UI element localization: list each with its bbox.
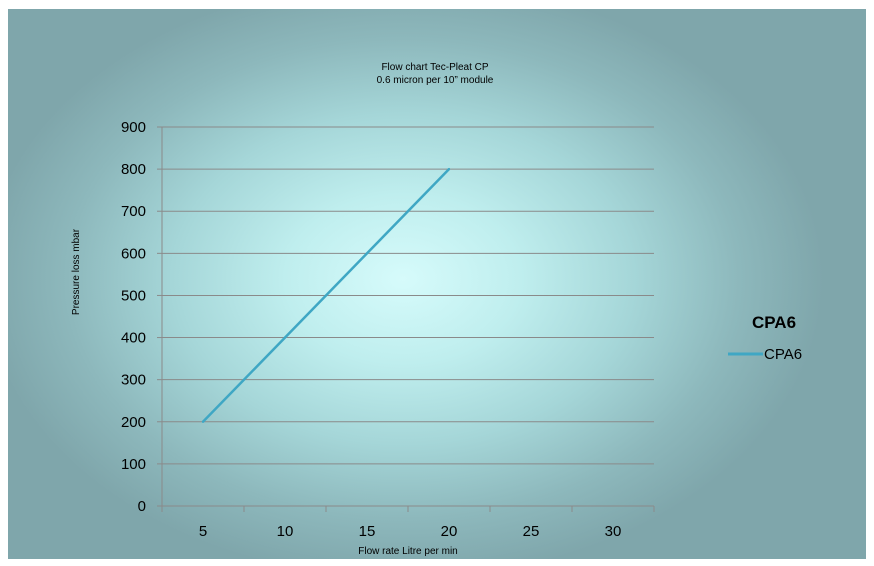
gridlines — [162, 126, 654, 465]
tick-labels: 0 100 200 300 400 500 600 700 800 900 5 10 15 20 25 30 — [121, 119, 621, 540]
y-tick-label-900: 900 — [121, 119, 146, 136]
series-line-cpa6 — [202, 168, 450, 423]
chart-subtitle: 0.6 micron per 10” module — [377, 75, 494, 86]
x-tick-label-25: 25 — [523, 523, 540, 540]
legend-title: CPA6 — [752, 313, 796, 332]
x-tick-label-5: 5 — [199, 523, 207, 540]
series-layer — [201, 167, 451, 423]
x-tick-label-20: 20 — [441, 523, 458, 540]
chart-title: Flow chart Tec-Pleat CP — [381, 62, 488, 73]
y-tick-label-200: 200 — [121, 414, 146, 431]
legend: CPA6 CPA6 — [728, 313, 802, 363]
data-point-cpa6-1 — [447, 167, 451, 171]
legend-label-cpa6: CPA6 — [764, 346, 802, 363]
x-tick-label-15: 15 — [359, 523, 376, 540]
chart-area — [8, 9, 866, 559]
y-tick-label-600: 600 — [121, 245, 146, 262]
y-tick-label-700: 700 — [121, 203, 146, 220]
y-tick-label-100: 100 — [121, 456, 146, 473]
data-point-cpa6-0 — [201, 420, 205, 423]
x-tick-label-10: 10 — [277, 523, 294, 540]
axes — [157, 126, 655, 512]
y-tick-label-300: 300 — [121, 372, 146, 389]
y-tick-label-400: 400 — [121, 330, 146, 347]
y-tick-label-0: 0 — [138, 498, 146, 515]
y-tick-label-800: 800 — [121, 161, 146, 178]
y-axis-label: Pressure loss mbar — [71, 228, 82, 315]
x-axis-label: Flow rate Litre per min — [358, 546, 457, 557]
y-tick-label-500: 500 — [121, 287, 146, 304]
x-tick-label-30: 30 — [605, 523, 622, 540]
